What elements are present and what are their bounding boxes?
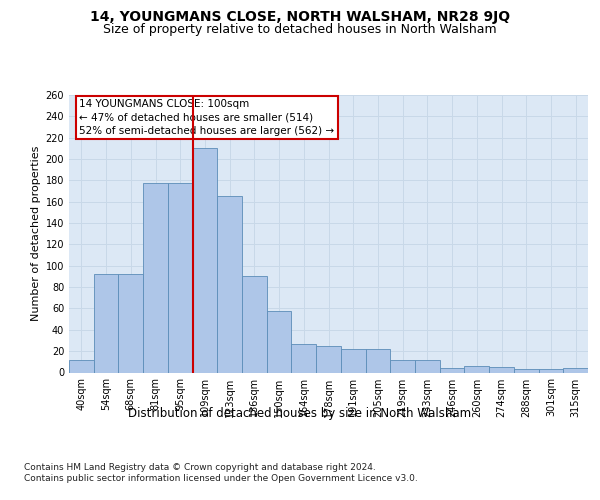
Bar xyxy=(143,182,168,372)
Text: 14, YOUNGMANS CLOSE, NORTH WALSHAM, NR28 9JQ: 14, YOUNGMANS CLOSE, NORTH WALSHAM, NR28… xyxy=(90,10,510,24)
Bar xyxy=(365,349,390,372)
Bar xyxy=(539,370,563,372)
Bar xyxy=(464,366,489,372)
Text: 14 YOUNGMANS CLOSE: 100sqm
← 47% of detached houses are smaller (514)
52% of sem: 14 YOUNGMANS CLOSE: 100sqm ← 47% of deta… xyxy=(79,99,335,136)
Bar xyxy=(94,274,118,372)
Text: Contains public sector information licensed under the Open Government Licence v3: Contains public sector information licen… xyxy=(24,474,418,483)
Bar xyxy=(341,349,365,372)
Bar xyxy=(514,370,539,372)
Text: Contains HM Land Registry data © Crown copyright and database right 2024.: Contains HM Land Registry data © Crown c… xyxy=(24,462,376,471)
Bar xyxy=(267,310,292,372)
Y-axis label: Number of detached properties: Number of detached properties xyxy=(31,146,41,322)
Bar xyxy=(168,182,193,372)
Bar xyxy=(217,196,242,372)
Bar xyxy=(118,274,143,372)
Bar xyxy=(242,276,267,372)
Bar xyxy=(489,367,514,372)
Bar xyxy=(440,368,464,372)
Text: Distribution of detached houses by size in North Walsham: Distribution of detached houses by size … xyxy=(128,408,472,420)
Bar xyxy=(390,360,415,372)
Bar xyxy=(193,148,217,372)
Bar xyxy=(563,368,588,372)
Bar xyxy=(292,344,316,372)
Bar xyxy=(415,360,440,372)
Bar xyxy=(69,360,94,372)
Bar xyxy=(316,346,341,372)
Text: Size of property relative to detached houses in North Walsham: Size of property relative to detached ho… xyxy=(103,23,497,36)
